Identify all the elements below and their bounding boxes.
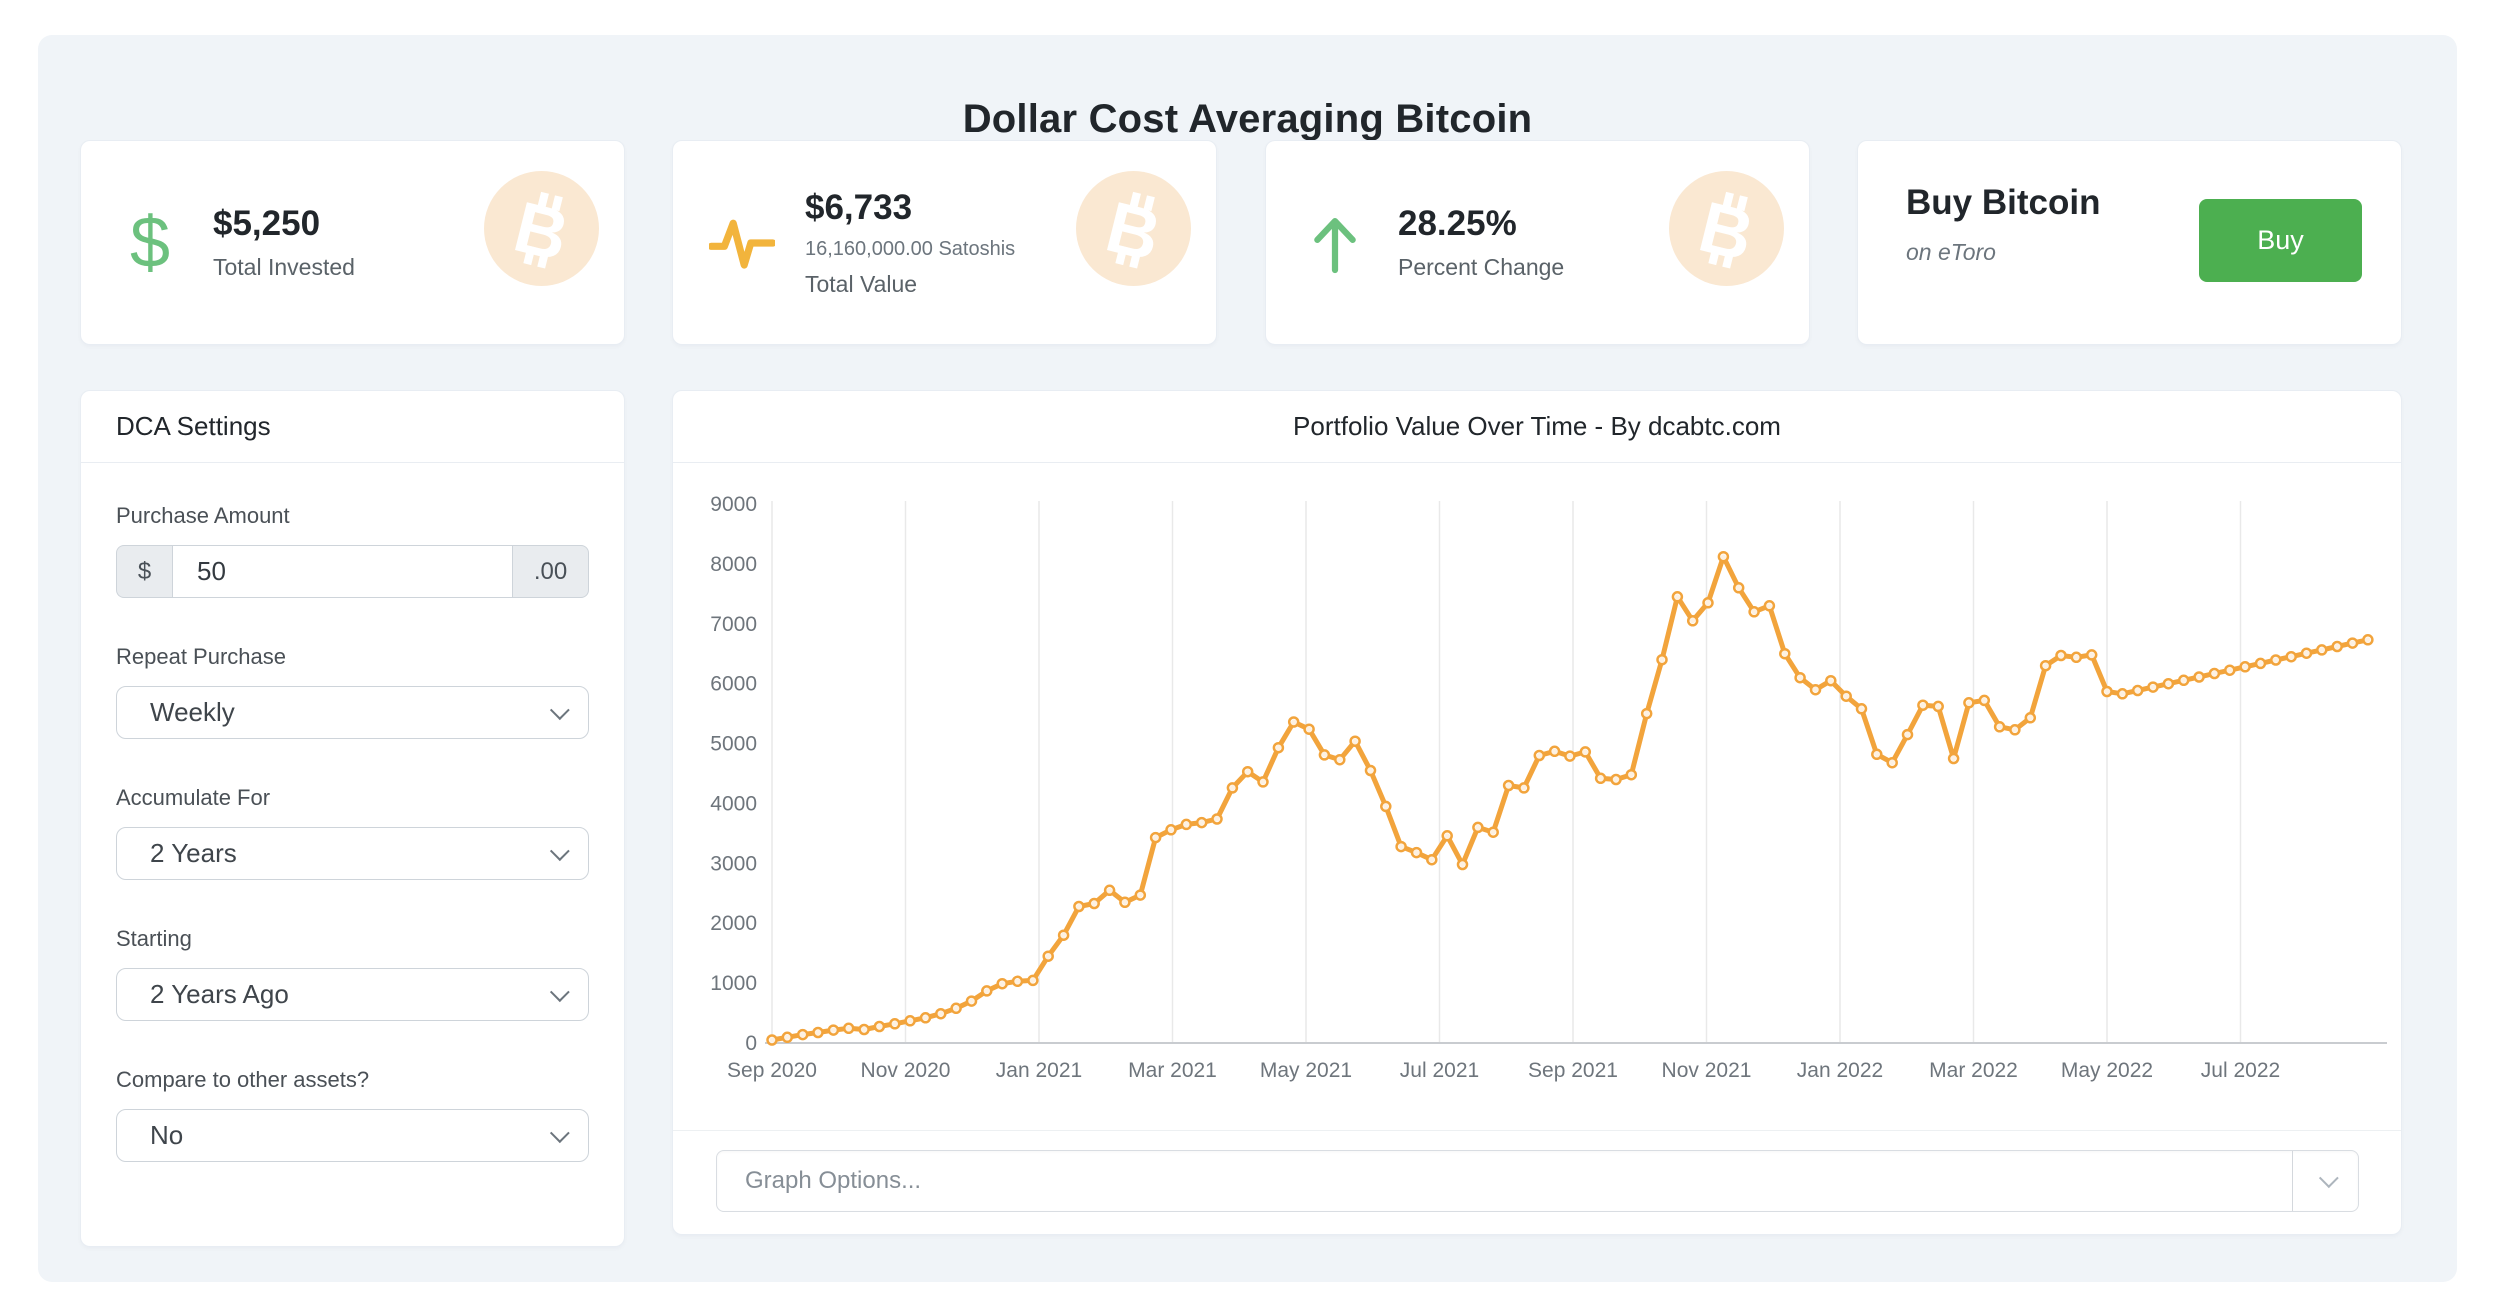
chart-footer: Graph Options... bbox=[673, 1130, 2401, 1234]
svg-text:0: 0 bbox=[745, 1032, 757, 1055]
purchase-amount-label: Purchase Amount bbox=[116, 503, 290, 528]
svg-text:Sep 2020: Sep 2020 bbox=[727, 1059, 817, 1082]
svg-text:9000: 9000 bbox=[710, 493, 757, 516]
accumulate-for-label: Accumulate For bbox=[116, 785, 271, 810]
cents-suffix: .00 bbox=[513, 545, 589, 598]
pulse-icon bbox=[709, 215, 775, 271]
portfolio-line-chart: Sep 2020 Nov 2020 Jan 2021 Mar 2021 May 2021… bbox=[710, 493, 2387, 1082]
svg-text:2000: 2000 bbox=[710, 912, 757, 935]
percent-change-card: 28.25% Percent Change B bbox=[1265, 140, 1810, 345]
svg-text:5000: 5000 bbox=[710, 733, 757, 756]
svg-text:May 2022: May 2022 bbox=[2061, 1059, 2153, 1082]
svg-text:Mar 2022: Mar 2022 bbox=[1929, 1059, 2018, 1082]
svg-text:6000: 6000 bbox=[710, 673, 757, 696]
svg-text:B: B bbox=[1691, 186, 1761, 271]
purchase-amount-input[interactable] bbox=[172, 545, 513, 598]
svg-text:Jul 2022: Jul 2022 bbox=[2201, 1059, 2280, 1082]
total-value-label: Total Value bbox=[805, 270, 918, 297]
chevron-down-icon bbox=[549, 1122, 570, 1143]
portfolio-chart-card: Portfolio Value Over Time - By dcabtc.co… bbox=[672, 390, 2402, 1235]
svg-text:8000: 8000 bbox=[710, 553, 757, 576]
svg-text:May 2021: May 2021 bbox=[1260, 1059, 1352, 1082]
percent-change-value: 28.25% bbox=[1398, 204, 1517, 243]
satoshis-value: 16,160,000.00 Satoshis bbox=[805, 237, 1016, 260]
dca-settings-card: DCA Settings Purchase Amount $ .00 Repea… bbox=[80, 390, 625, 1247]
svg-text:Jul 2021: Jul 2021 bbox=[1400, 1059, 1479, 1082]
bitcoin-icon: B bbox=[484, 171, 599, 286]
buy-bitcoin-title: Buy Bitcoin bbox=[1906, 183, 2101, 222]
repeat-purchase-select[interactable]: Weekly bbox=[116, 686, 589, 739]
svg-text:3000: 3000 bbox=[710, 852, 757, 875]
graph-options-placeholder: Graph Options... bbox=[745, 1167, 922, 1194]
svg-text:Nov 2021: Nov 2021 bbox=[1662, 1059, 1752, 1082]
starting-value: 2 Years Ago bbox=[150, 979, 289, 1009]
total-invested-label: Total Invested bbox=[213, 254, 355, 280]
chart-title: Portfolio Value Over Time - By dcabtc.co… bbox=[673, 391, 2401, 463]
bitcoin-icon: B bbox=[1669, 171, 1784, 286]
svg-text:7000: 7000 bbox=[710, 613, 757, 636]
page-title: Dollar Cost Averaging Bitcoin bbox=[962, 97, 1533, 141]
repeat-purchase-value: Weekly bbox=[150, 697, 235, 727]
repeat-purchase-label: Repeat Purchase bbox=[116, 644, 286, 669]
buy-bitcoin-card: Buy Bitcoin on eToro Buy bbox=[1857, 140, 2402, 345]
starting-label: Starting bbox=[116, 926, 192, 951]
svg-text:Jan 2021: Jan 2021 bbox=[996, 1059, 1082, 1082]
svg-text:4000: 4000 bbox=[710, 792, 757, 815]
total-value-value: $6,733 bbox=[805, 187, 913, 227]
compare-assets-value: No bbox=[150, 1120, 184, 1150]
dollar-icon: $ bbox=[129, 202, 171, 283]
starting-select[interactable]: 2 Years Ago bbox=[116, 968, 589, 1021]
accumulate-for-select[interactable]: 2 Years bbox=[116, 827, 589, 880]
bitcoin-icon: B bbox=[1076, 171, 1191, 286]
total-invested-card: $ $5,250 Total Invested B bbox=[80, 140, 625, 345]
chevron-down-icon[interactable] bbox=[2292, 1151, 2358, 1211]
total-invested-value: $5,250 bbox=[213, 204, 321, 243]
portfolio-chart: Sep 2020 Nov 2020 Jan 2021 Mar 2021 May 2021… bbox=[673, 463, 2403, 1132]
svg-text:Jan 2022: Jan 2022 bbox=[1797, 1059, 1883, 1082]
buy-bitcoin-subtitle: on eToro bbox=[1906, 239, 1996, 265]
percent-change-label: Percent Change bbox=[1398, 254, 1565, 280]
dca-settings-header: DCA Settings bbox=[81, 391, 624, 463]
total-value-card: $6,733 16,160,000.00 Satoshis Total Valu… bbox=[672, 140, 1217, 345]
currency-prefix: $ bbox=[116, 545, 172, 598]
buy-button[interactable]: Buy bbox=[2199, 199, 2362, 282]
svg-text:1000: 1000 bbox=[710, 972, 757, 995]
accumulate-for-value: 2 Years bbox=[150, 838, 237, 868]
compare-assets-select[interactable]: No bbox=[116, 1109, 589, 1162]
svg-text:B: B bbox=[506, 186, 576, 271]
compare-assets-label: Compare to other assets? bbox=[116, 1067, 370, 1092]
arrow-up-icon bbox=[1302, 211, 1368, 275]
chevron-down-icon bbox=[549, 840, 570, 861]
purchase-amount-group: $ .00 bbox=[116, 545, 589, 598]
graph-options-select[interactable]: Graph Options... bbox=[716, 1150, 2359, 1212]
svg-text:Sep 2021: Sep 2021 bbox=[1528, 1059, 1618, 1082]
svg-text:Mar 2021: Mar 2021 bbox=[1128, 1059, 1217, 1082]
chevron-down-icon bbox=[549, 981, 570, 1002]
svg-text:Nov 2020: Nov 2020 bbox=[861, 1059, 951, 1082]
chevron-down-icon bbox=[549, 699, 570, 720]
main-panel: Dollar Cost Averaging Bitcoin $ $5,250 T… bbox=[38, 35, 2457, 1282]
svg-text:B: B bbox=[1098, 186, 1168, 271]
